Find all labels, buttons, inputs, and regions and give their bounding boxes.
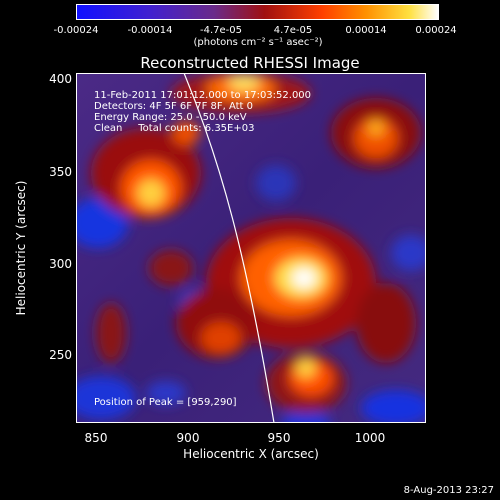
x-tick: 950 <box>267 431 291 445</box>
time-range-text: 11-Feb-2011 17:01:12.000 to 17:03:52.000 <box>94 90 312 101</box>
image-title: Reconstructed RHESSI Image <box>140 54 360 72</box>
colorbar-tick: 4.7e-05 <box>273 25 313 36</box>
x-tick: 1000 <box>354 431 386 445</box>
colorbar-tick: 0.00014 <box>345 25 387 36</box>
detectors-text: Detectors: 4F 5F 6F 7F 8F, Att 0 <box>94 101 254 112</box>
x-tick: 900 <box>176 431 200 445</box>
y-axis-label: Heliocentric Y (arcsec) <box>14 180 28 316</box>
x-axis-label: Heliocentric X (arcsec) <box>183 447 319 461</box>
x-tick: 850 <box>84 431 108 445</box>
colorbar-tick: -0.00024 <box>53 25 99 36</box>
energy-range-text: Energy Range: 25.0 - 50.0 keV <box>94 112 247 123</box>
colorbar-unit: (photons cm⁻² s⁻¹ asec⁻²) <box>193 37 323 48</box>
colorbar-tick: -0.00014 <box>127 25 173 36</box>
date-stamp: 8-Aug-2013 23:27 <box>403 485 494 496</box>
y-tick: 250 <box>49 348 72 362</box>
colorbar <box>76 4 439 20</box>
peak-position-text: Position of Peak = [959,290] <box>94 397 237 408</box>
rhessi-image <box>76 73 426 423</box>
colorbar-tick: 0.00024 <box>415 25 457 36</box>
y-tick: 300 <box>49 257 72 271</box>
clean-counts-text: Clean Total counts: 6.35E+03 <box>94 123 255 134</box>
y-tick: 400 <box>49 72 72 86</box>
colorbar-tick: -4.7e-05 <box>200 25 242 36</box>
y-tick: 350 <box>49 165 72 179</box>
